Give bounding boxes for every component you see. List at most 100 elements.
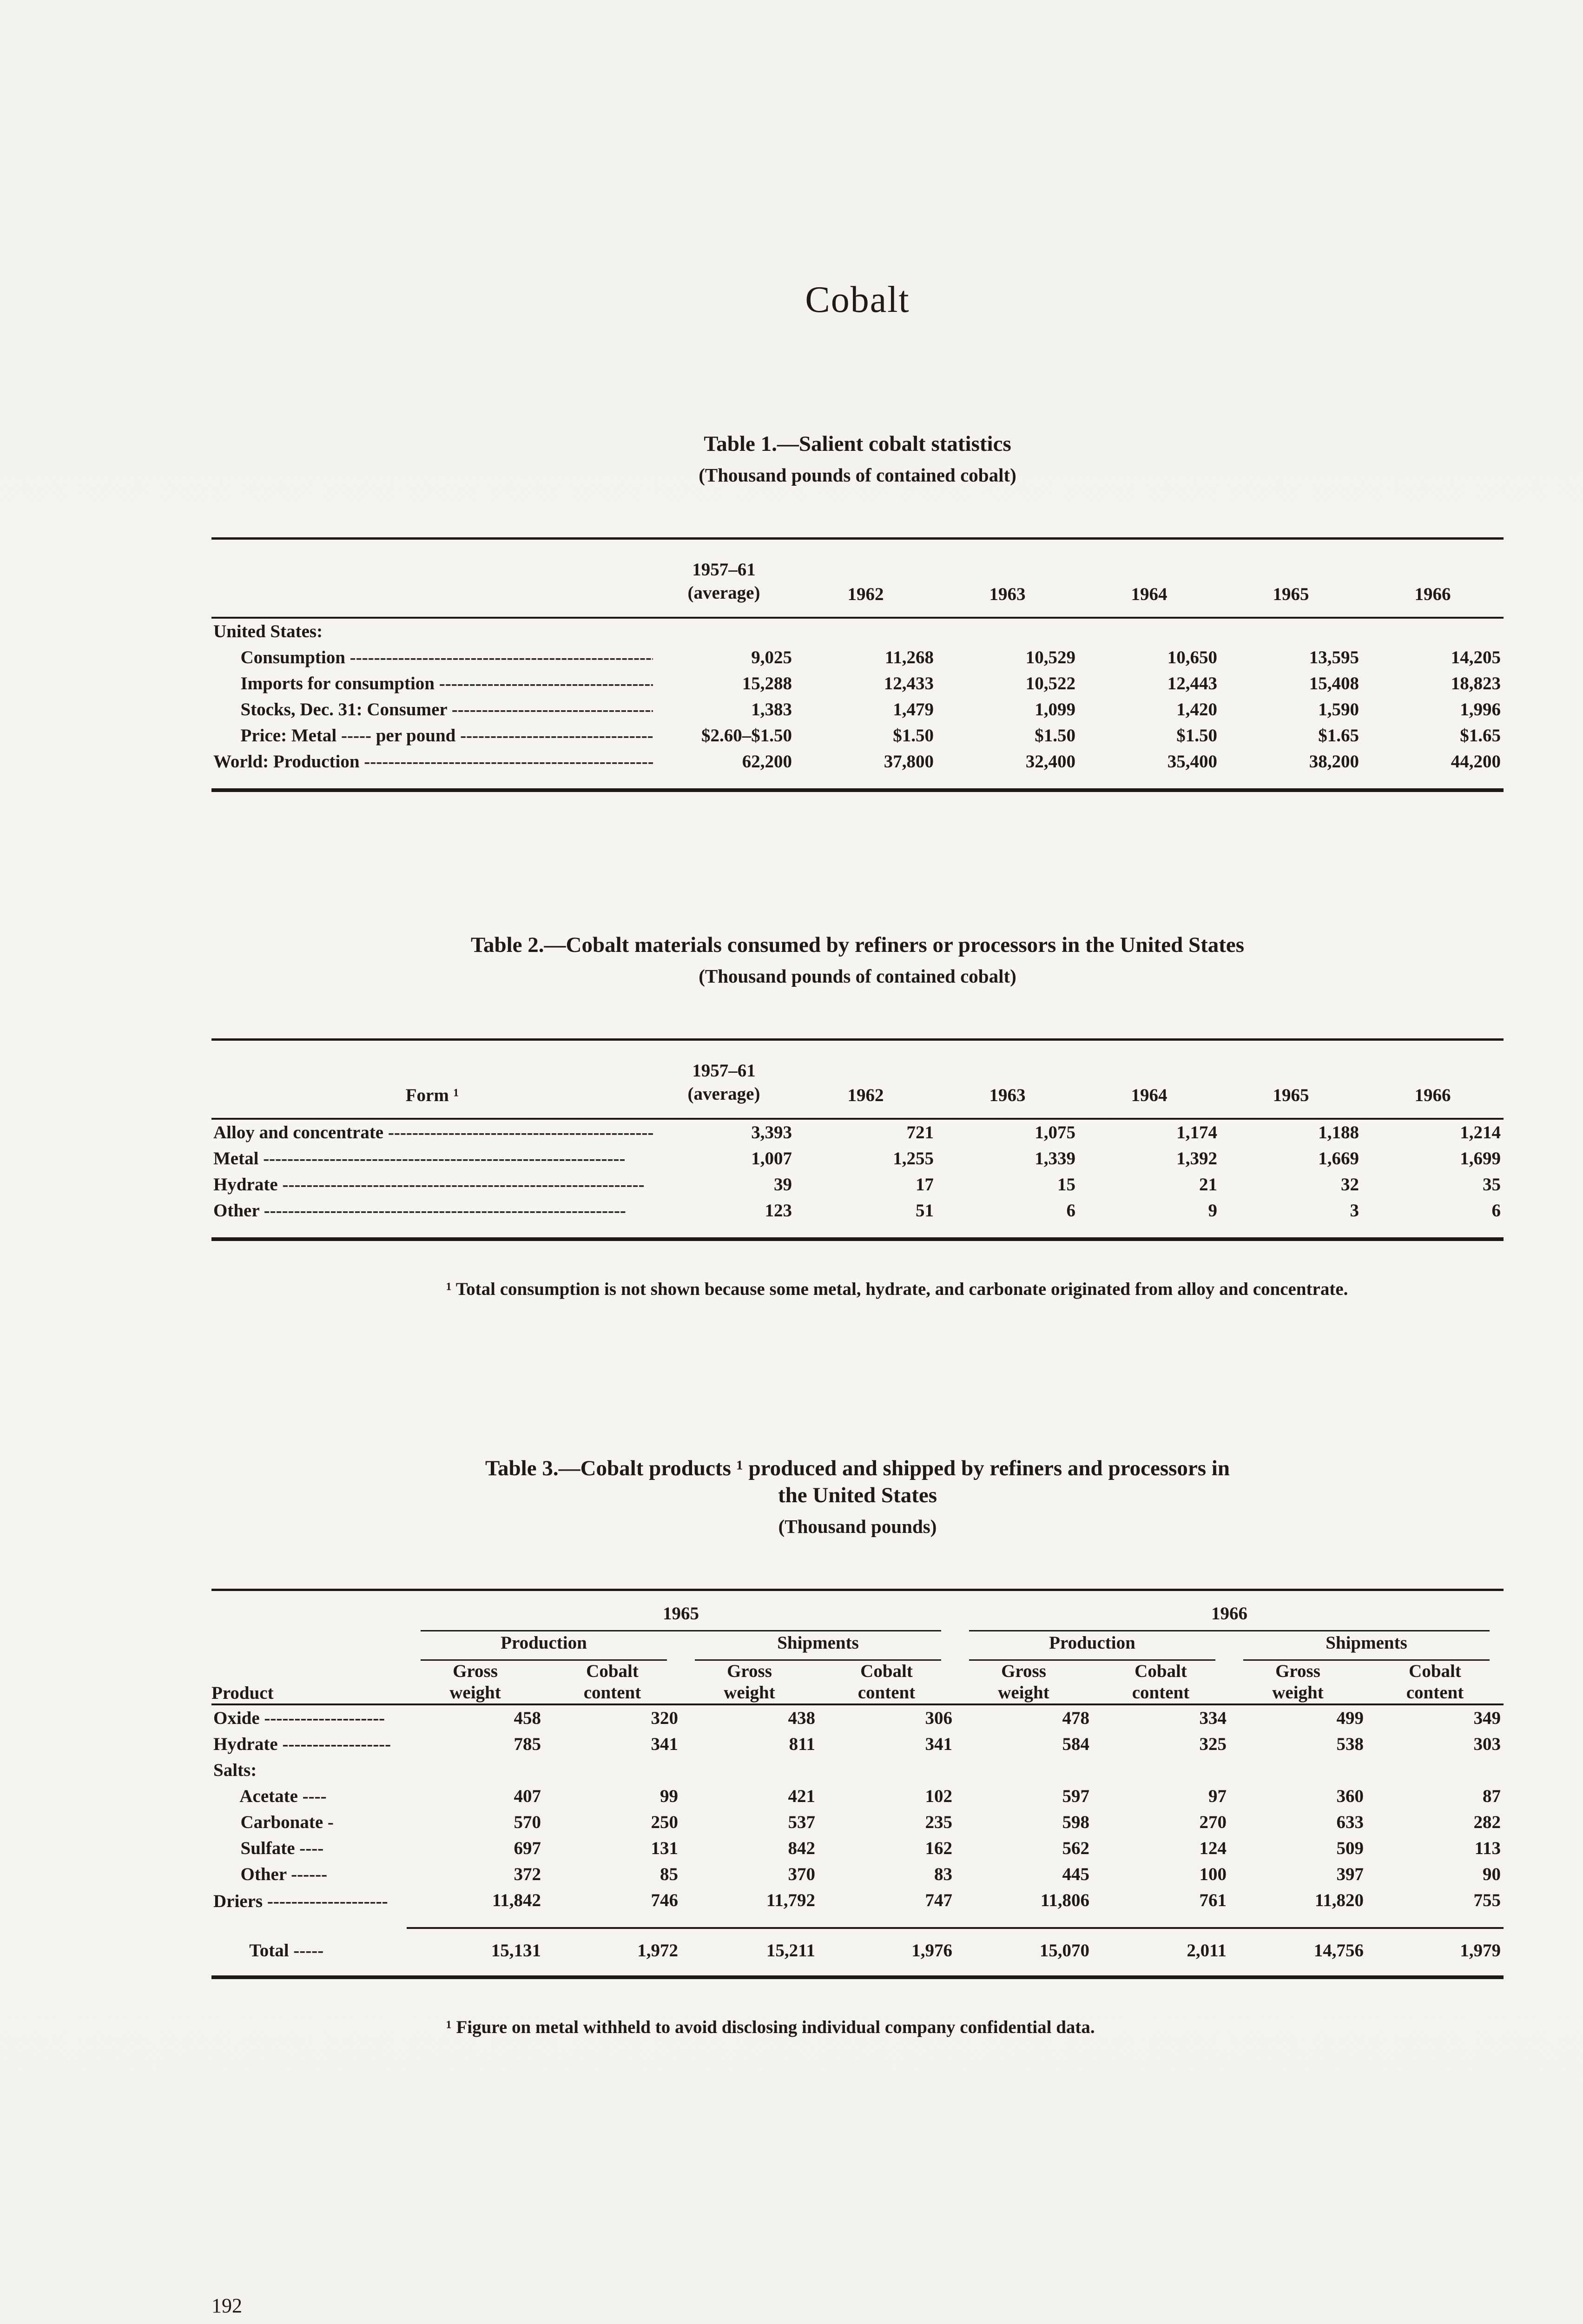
- year-header: 1962: [847, 584, 884, 604]
- year-header: 1963: [989, 1085, 1026, 1105]
- row-label: Metal ----------------------------------…: [213, 1149, 626, 1169]
- value-cell: 633: [1336, 1812, 1364, 1832]
- row-label: Consumption ----------------------------…: [240, 647, 653, 667]
- value-cell: 51: [916, 1201, 934, 1221]
- value-cell: 270: [1199, 1812, 1227, 1832]
- year-header: 1964: [1131, 1085, 1167, 1105]
- year-header: 1963: [989, 584, 1026, 604]
- total-cell: 2,011: [1092, 1927, 1229, 1977]
- value-cell: 755: [1473, 1890, 1501, 1910]
- sub-header: Gross weight: [724, 1661, 775, 1703]
- table3-section: Table 3.—Cobalt products ¹ produced and …: [211, 1455, 1504, 2040]
- sub-header: Cobalt content: [857, 1661, 916, 1703]
- row-label: Sulfate ----: [213, 1838, 324, 1858]
- year-header: 1966: [1414, 1085, 1451, 1105]
- value-cell: 37,800: [884, 752, 934, 772]
- value-cell: 3,393: [751, 1122, 792, 1142]
- table2-footnote: ¹ Total consumption is not shown because…: [446, 1279, 1348, 1299]
- year-header: 1962: [847, 1085, 884, 1105]
- avg-column-header: 1957–61 (average): [653, 1040, 795, 1119]
- value-cell: [1229, 1757, 1366, 1783]
- row-label: Hydrate ------------------: [213, 1734, 391, 1754]
- year-header: 1965: [1273, 584, 1309, 604]
- row-label: Price: Metal ----- per pound -----------…: [240, 726, 653, 746]
- value-cell: 162: [925, 1838, 953, 1858]
- table-row: Carbonate - 570 250 537 235 598 270 633 …: [211, 1809, 1504, 1835]
- year-header: 1966: [1414, 584, 1451, 604]
- value-cell: 1,392: [1176, 1149, 1217, 1169]
- value-cell: 334: [1199, 1708, 1227, 1728]
- value-cell: [955, 1757, 1092, 1783]
- table-row: Alloy and concentrate ------------------…: [211, 1119, 1504, 1146]
- value-cell: 282: [1473, 1812, 1501, 1832]
- value-cell: $1.50: [1035, 726, 1075, 746]
- year-header: 1966: [969, 1602, 1490, 1631]
- value-cell: 509: [1336, 1838, 1364, 1858]
- avg-header-line2: (average): [687, 583, 760, 603]
- table1-subtitle: (Thousand pounds of contained cobalt): [699, 464, 1016, 486]
- value-cell: [653, 618, 795, 645]
- value-cell: [795, 618, 937, 645]
- avg-header-line2: (average): [687, 1084, 760, 1104]
- sub-header: Cobalt content: [1406, 1661, 1464, 1703]
- value-cell: 87: [1483, 1786, 1501, 1806]
- value-cell: 747: [925, 1890, 953, 1910]
- value-cell: 325: [1199, 1734, 1227, 1754]
- value-cell: 21: [1199, 1175, 1217, 1195]
- value-cell: $1.65: [1460, 726, 1501, 746]
- value-cell: 746: [651, 1890, 679, 1910]
- value-cell: 1,479: [893, 700, 934, 720]
- value-cell: 811: [789, 1734, 815, 1754]
- value-cell: [818, 1757, 955, 1783]
- value-cell: 11,806: [1040, 1890, 1089, 1910]
- value-cell: 39: [774, 1175, 792, 1195]
- value-cell: 1,174: [1176, 1122, 1217, 1142]
- table1-section: Table 1.—Salient cobalt statistics (Thou…: [211, 430, 1504, 792]
- value-cell: [1078, 618, 1220, 645]
- table2-body: Alloy and concentrate ------------------…: [211, 1119, 1504, 1239]
- value-cell: 538: [1336, 1734, 1364, 1754]
- sub-header: Gross weight: [449, 1661, 501, 1703]
- value-cell: 13,595: [1309, 647, 1359, 667]
- value-cell: 124: [1199, 1838, 1227, 1858]
- value-cell: 38,200: [1309, 752, 1359, 772]
- header-row: 1957–61 (average) 1962 1963 1964 1965 19…: [211, 539, 1504, 618]
- table-row: Metal ----------------------------------…: [211, 1146, 1504, 1172]
- value-cell: [1092, 1757, 1229, 1783]
- value-cell: 1,075: [1035, 1122, 1075, 1142]
- page-title: Cobalt: [805, 279, 910, 320]
- page-content: Cobalt Table 1.—Salient cobalt statistic…: [211, 0, 1504, 2040]
- form-column-header: Form ¹: [405, 1085, 459, 1105]
- table-row: Acetate ---- 407 99 421 102 597 97 360 8…: [211, 1783, 1504, 1809]
- value-cell: 397: [1336, 1864, 1364, 1884]
- value-cell: 438: [788, 1708, 816, 1728]
- table-row: Salts:: [211, 1757, 1504, 1783]
- group-header: Shipments: [1229, 1631, 1504, 1661]
- value-cell: [1220, 618, 1362, 645]
- group-header-label: Production: [421, 1631, 667, 1661]
- value-cell: 597: [1062, 1786, 1090, 1806]
- total-cell: 1,972: [544, 1927, 681, 1977]
- value-cell: 83: [934, 1864, 952, 1884]
- value-cell: 1,188: [1318, 1122, 1359, 1142]
- sub-header: Cobalt content: [583, 1661, 641, 1703]
- value-cell: 35,400: [1167, 752, 1217, 772]
- group-header-label: Shipments: [695, 1631, 941, 1661]
- row-label: United States:: [213, 621, 323, 641]
- sub-header: Cobalt content: [1132, 1661, 1190, 1703]
- value-cell: $2.60–$1.50: [701, 726, 792, 746]
- value-cell: 1,699: [1460, 1149, 1501, 1169]
- table3-total: Total ----- 15,131 1,972 15,211 1,976 15…: [211, 1927, 1504, 1977]
- total-cell: 14,756: [1229, 1927, 1366, 1977]
- row-label: Acetate ----: [213, 1786, 327, 1806]
- value-cell: 1,099: [1035, 700, 1075, 720]
- table-row: Sulfate ---- 697 131 842 162 562 124 509…: [211, 1835, 1504, 1862]
- value-cell: 458: [514, 1708, 541, 1728]
- value-cell: 11,842: [492, 1890, 541, 1910]
- table-row: United States:: [211, 618, 1504, 645]
- value-cell: 3: [1350, 1201, 1359, 1221]
- value-cell: 341: [925, 1734, 953, 1754]
- value-cell: 18,823: [1451, 673, 1501, 693]
- page-number: 192: [211, 2294, 242, 2317]
